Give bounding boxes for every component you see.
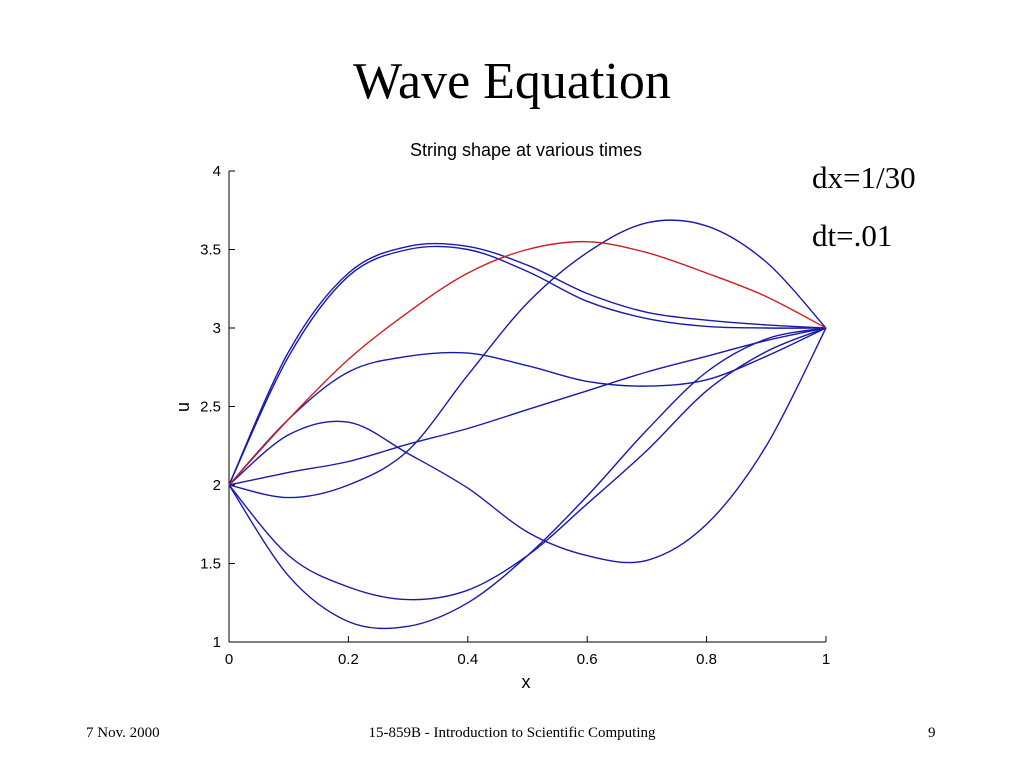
y-tick-label: 4 [213, 163, 221, 180]
x-tick-label: 0 [225, 651, 233, 668]
x-tick-label: 0.4 [457, 651, 478, 668]
series-line-5 [228, 219, 827, 499]
y-tick-label: 3.5 [200, 242, 221, 259]
y-tick-label: 1 [213, 634, 221, 651]
series-line-4 [228, 327, 827, 486]
dt-parameter: dt=.01 [812, 218, 893, 253]
x-axis-label: x [522, 672, 531, 692]
y-tick-label: 3 [213, 320, 221, 337]
footer-page-number: 9 [928, 725, 936, 741]
chart: String shape at various times 0 0.2 0.4 0.6… [173, 140, 830, 692]
y-tick-label: 2 [213, 477, 221, 494]
x-tick-label: 1 [822, 651, 830, 668]
series-line-1 [228, 242, 827, 486]
axes: 0 0.2 0.4 0.6 0.8 1 1 1.5 2 2.5 3 3.5 4 [200, 163, 830, 668]
footer-date: 7 Nov. 2000 [86, 725, 160, 741]
series-line-6 [228, 327, 827, 564]
footer-course: 15-859B - Introduction to Scientific Com… [368, 725, 656, 741]
series-line-2 [228, 245, 827, 486]
slide-title: Wave Equation [353, 53, 671, 110]
x-tick-label: 0.2 [338, 651, 359, 668]
x-tick-label: 0.8 [696, 651, 717, 668]
y-axis-label: u [173, 402, 193, 412]
series-line-8 [228, 327, 827, 630]
series-layer [228, 219, 827, 630]
y-tick-label: 2.5 [200, 399, 221, 416]
series-line-3 [228, 327, 827, 486]
series-line-7 [228, 327, 827, 601]
chart-title: String shape at various times [410, 140, 642, 160]
series-line-initial [228, 240, 827, 486]
y-tick-label: 1.5 [200, 556, 221, 573]
dx-parameter: dx=1/30 [812, 160, 916, 195]
x-tick-label: 0.6 [577, 651, 598, 668]
